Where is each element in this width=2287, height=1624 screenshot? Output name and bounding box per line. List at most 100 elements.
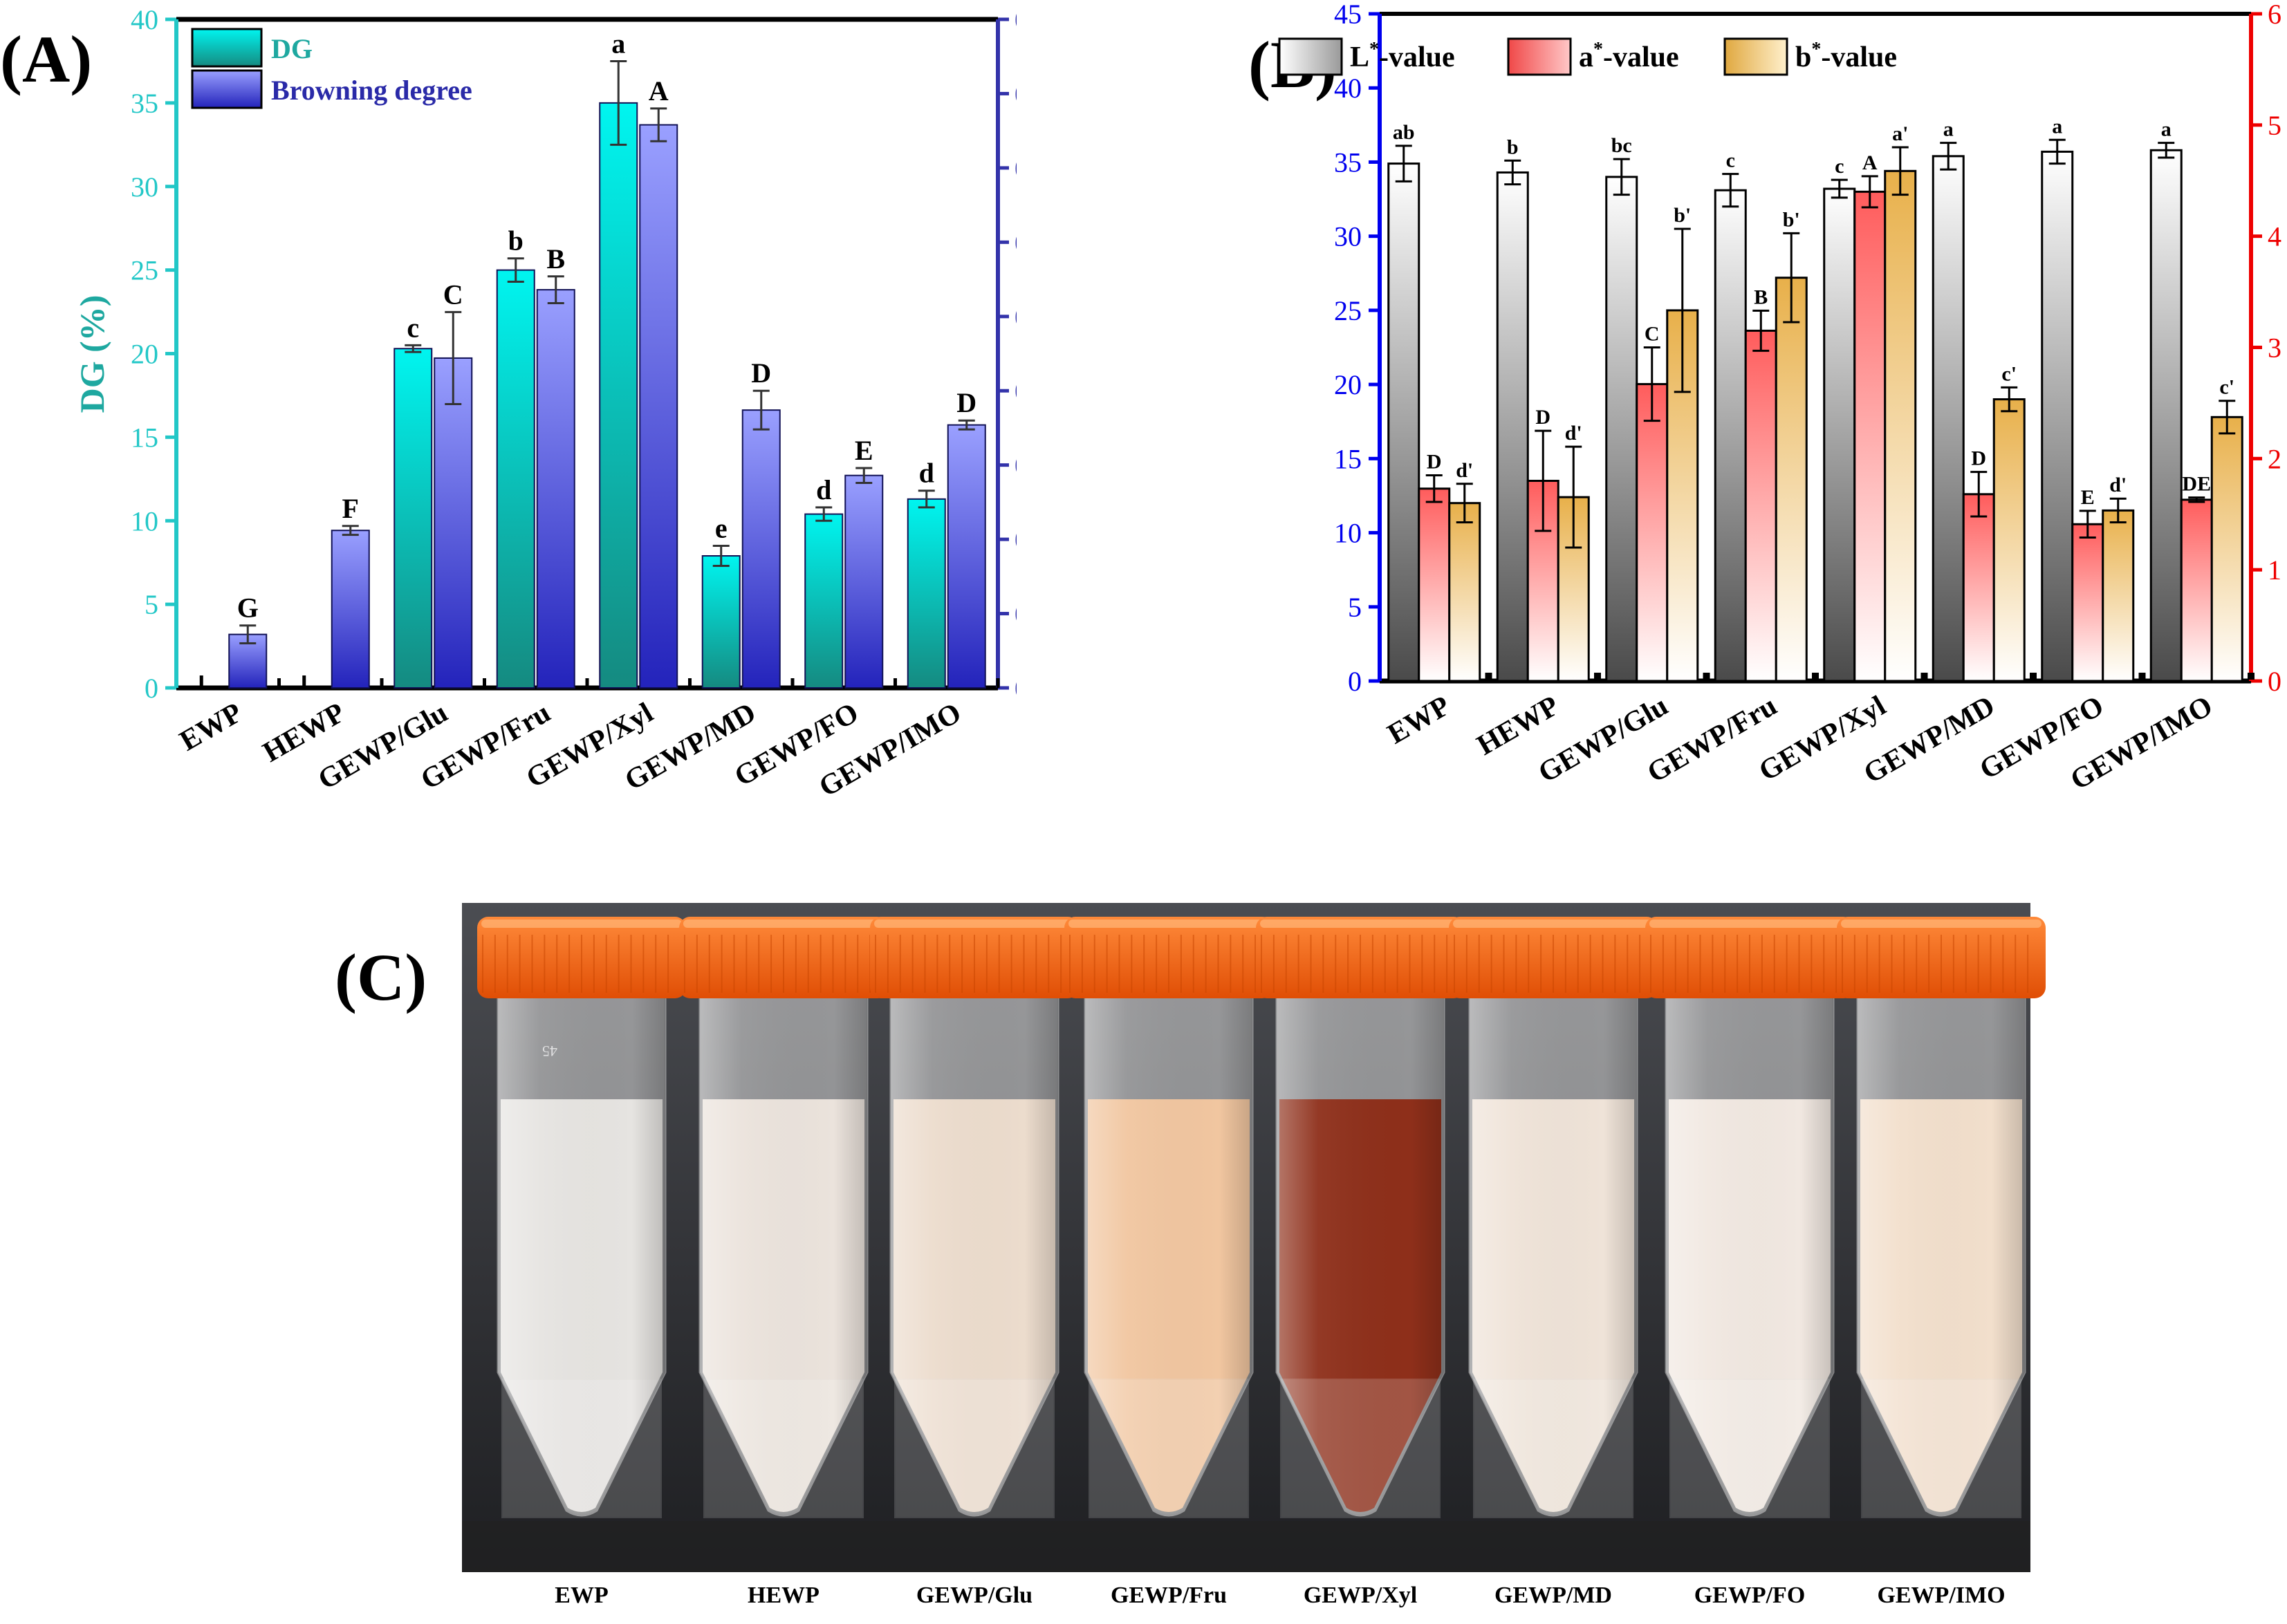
bar-dg: [804, 513, 844, 689]
left-y-tick-label: 0: [1348, 666, 1362, 697]
significance-letter: E: [855, 435, 873, 466]
tube-label: GEWP/FO: [1694, 1583, 1806, 1608]
legend-b-value-label: b*-value: [1795, 39, 1897, 73]
significance-letter: a: [2052, 115, 2062, 138]
x-tick: [1485, 673, 1492, 680]
legend-label-dg: DG: [271, 33, 313, 64]
tube-cap-rim: [683, 920, 884, 928]
tube-cap: [1449, 917, 1658, 998]
tube-highlight: [1277, 996, 1444, 1515]
bar-b-value: [1992, 398, 2026, 682]
bar-dg: [393, 348, 433, 689]
tube-highlight: [1858, 996, 2025, 1515]
photo-background: [462, 903, 2030, 1572]
tube-skirt: [1280, 1379, 1441, 1518]
significance-letter: D: [1535, 406, 1550, 429]
x-tick: [2030, 673, 2037, 680]
tube-highlight: [1666, 996, 1833, 1515]
significance-letter: F: [342, 493, 359, 524]
bar-l-value: [1387, 162, 1420, 682]
tube-cap-rim: [1453, 920, 1654, 928]
legend-swatch-dg: [191, 28, 263, 68]
tube-8: [1837, 917, 2046, 1518]
tube-cap-rim: [481, 920, 682, 928]
tube-highlight: [498, 996, 665, 1515]
tube-liquid: [1669, 1099, 1831, 1512]
legend-a-value-label: a*-value: [1579, 39, 1679, 73]
panel-label: (A): [0, 22, 92, 96]
tube-label: GEWP/Xyl: [1304, 1583, 1417, 1608]
left-y-tick-label: 30: [1334, 221, 1362, 252]
bar-b-value: [1884, 169, 1917, 682]
tube-7: [1645, 917, 1854, 1518]
tube-highlight: [1470, 996, 1637, 1515]
tube-label: GEWP/MD: [1494, 1583, 1612, 1608]
tube-skirt: [1669, 1379, 1830, 1518]
right-y-tick-label: 0.00: [1015, 673, 1017, 704]
tube-skirt: [703, 1379, 864, 1518]
significance-letter: B: [546, 243, 565, 274]
significance-letter: D: [751, 357, 771, 389]
right-y-tick-label: 6: [2268, 0, 2281, 30]
left-y-tick-label: 15: [1334, 443, 1362, 474]
bar-browning: [844, 474, 884, 689]
left-y-tick-label: 20: [1334, 369, 1362, 400]
x-tick: [1812, 673, 1819, 680]
tube-liquid: [1088, 1099, 1250, 1512]
significance-letter: a': [1892, 122, 1908, 145]
bar-a-value: [2071, 523, 2104, 682]
right-y-tick-label: 0.10: [1015, 524, 1017, 555]
significance-letter: d': [2109, 474, 2127, 496]
tube-cap: [870, 917, 1079, 998]
significance-letter: a: [611, 28, 625, 59]
significance-letter: D: [1971, 447, 1986, 470]
tube-body: [1275, 994, 1445, 1517]
x-tick-label: EWP: [174, 697, 248, 758]
right-y-tick-label: 0.05: [1015, 599, 1017, 630]
tube-body: [698, 994, 869, 1517]
right-y-tick-label: 0: [2268, 666, 2281, 697]
significance-letter: d': [1456, 459, 1473, 482]
left-y-tick-label: 10: [1334, 518, 1362, 549]
left-y-tick-label: 35: [1334, 147, 1362, 178]
significance-letter: e: [715, 513, 728, 544]
legend-l-value-swatch: [1278, 37, 1343, 76]
right-y-tick-label: 0.20: [1015, 375, 1017, 407]
significance-letter: a: [1943, 118, 1954, 141]
legend-a-value-swatch: [1507, 37, 1572, 76]
panel-label: (C): [335, 940, 427, 1014]
left-y-tick-label: 30: [131, 171, 158, 203]
x-tick-label: EWP: [1382, 690, 1456, 751]
tube-liquid: [501, 1099, 663, 1512]
significance-letter: A: [1862, 151, 1878, 174]
bar-b-value: [1448, 502, 1481, 682]
chart-a: (A) 0 5 10 15 20 25 30 35 40 0.00 0.05 0.10 0.15 0.20 0…: [0, 4, 1017, 803]
significance-letter: c: [407, 312, 419, 343]
tube-body: [497, 994, 667, 1517]
tube-cap-rim: [1260, 920, 1461, 928]
right-y-tick-label: 0.35: [1015, 153, 1017, 184]
right-y-tick-label: 0.15: [1015, 450, 1017, 481]
bar-dg: [701, 555, 741, 689]
significance-letter: c': [2001, 362, 2017, 385]
left-y-tick-label: 0: [145, 673, 158, 704]
right-y-tick-label: 0.25: [1015, 301, 1017, 333]
right-y-tick-label: 0.45: [1015, 4, 1017, 35]
right-y-tick-label: 0.40: [1015, 78, 1017, 109]
significance-letter: c: [1835, 155, 1844, 178]
tube-4: [1064, 917, 1273, 1518]
significance-letter: C: [1645, 323, 1660, 346]
left-y-tick-label: 15: [131, 422, 158, 453]
tube-skirt: [501, 1379, 662, 1518]
tube-cap-rim: [1068, 920, 1269, 928]
bar-browning: [639, 124, 678, 689]
bar-a-value: [1853, 190, 1887, 682]
tube-3: [870, 917, 1079, 1518]
tube-highlight: [700, 996, 867, 1515]
left-y-tick-label: 25: [1334, 295, 1362, 326]
tube-label: GEWP/IMO: [1877, 1583, 2005, 1608]
left-y-axis-title: DG (%): [73, 295, 111, 413]
significance-letter: b: [508, 225, 524, 256]
bar-browning: [741, 409, 781, 689]
bar-browning: [947, 424, 986, 689]
